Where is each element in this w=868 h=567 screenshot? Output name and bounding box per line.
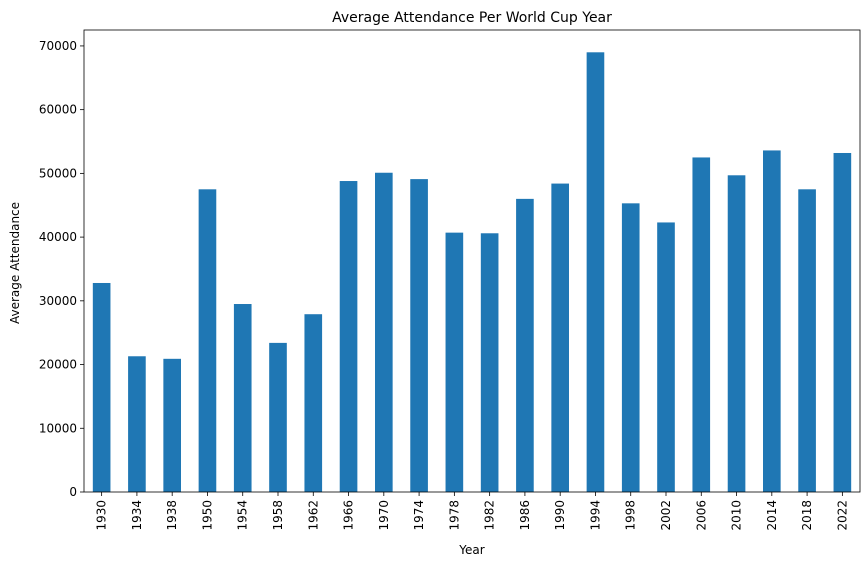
y-tick-label: 40000 [39,230,77,244]
bar-1966 [339,181,358,493]
x-axis-label: Year [458,543,484,557]
bar-1990 [551,183,569,492]
x-tick-label: 2014 [765,500,779,531]
x-tick-label: 1978 [447,500,461,531]
y-tick-label: 10000 [39,421,77,435]
x-tick-label: 2022 [835,500,849,531]
x-tick-label: 2010 [730,500,744,531]
x-tick-label: 1934 [130,500,144,531]
bar-1934 [128,356,146,492]
x-axis: 1930 1934 1938 1950 1954 1958 1962 1966 1970 1974… [95,492,849,531]
y-tick-label: 70000 [39,39,77,53]
x-tick-label: 1950 [200,500,214,531]
x-tick-label: 2018 [800,500,814,531]
y-tick-label: 60000 [39,103,77,117]
x-tick-label: 1998 [624,500,638,531]
bar-1958 [269,342,287,492]
bar-1950 [198,189,217,492]
bar-1982 [480,233,499,492]
y-axis: 0 10000 20000 30000 40000 50000 60000 70000 [39,39,84,499]
x-tick-label: 1958 [271,500,285,531]
x-tick-label: 2006 [694,500,708,531]
x-tick-label: 1974 [412,500,426,531]
y-tick-label: 50000 [39,166,77,180]
bar-1974 [410,179,428,492]
bar-1978 [445,232,464,492]
y-axis-label: Average Attendance [8,202,22,324]
bar-2002 [657,222,675,492]
bar-2014 [763,150,781,493]
bar-2018 [798,189,816,492]
x-tick-label: 1938 [165,500,179,531]
bar-1962 [304,314,323,492]
x-tick-label: 1970 [377,500,391,531]
x-tick-label: 1966 [342,500,356,531]
bar-1954 [233,304,252,492]
x-tick-label: 1994 [588,500,602,531]
bar-1986 [516,198,534,493]
bar-2010 [727,175,746,493]
bar-2022 [833,152,852,492]
plot-frame [83,29,861,493]
y-tick-label: 20000 [39,358,77,372]
bar-2006 [692,157,711,492]
bar-1994 [586,52,605,493]
bar-1930 [92,282,111,492]
x-tick-label: 1986 [518,500,532,531]
x-tick-label: 1954 [236,500,250,531]
x-tick-label: 1990 [553,500,567,531]
bar-1938 [163,358,181,492]
y-tick-label: 0 [69,485,77,499]
x-tick-label: 1982 [483,500,497,531]
plot-area [83,29,861,493]
x-tick-label: 1962 [306,500,320,531]
bar-1998 [621,203,640,492]
x-tick-label: 1930 [95,500,109,531]
chart-title: Average Attendance Per World Cup Year [332,10,612,26]
x-tick-label: 2002 [659,500,673,531]
y-tick-label: 30000 [39,294,77,308]
bar-1970 [375,172,393,492]
